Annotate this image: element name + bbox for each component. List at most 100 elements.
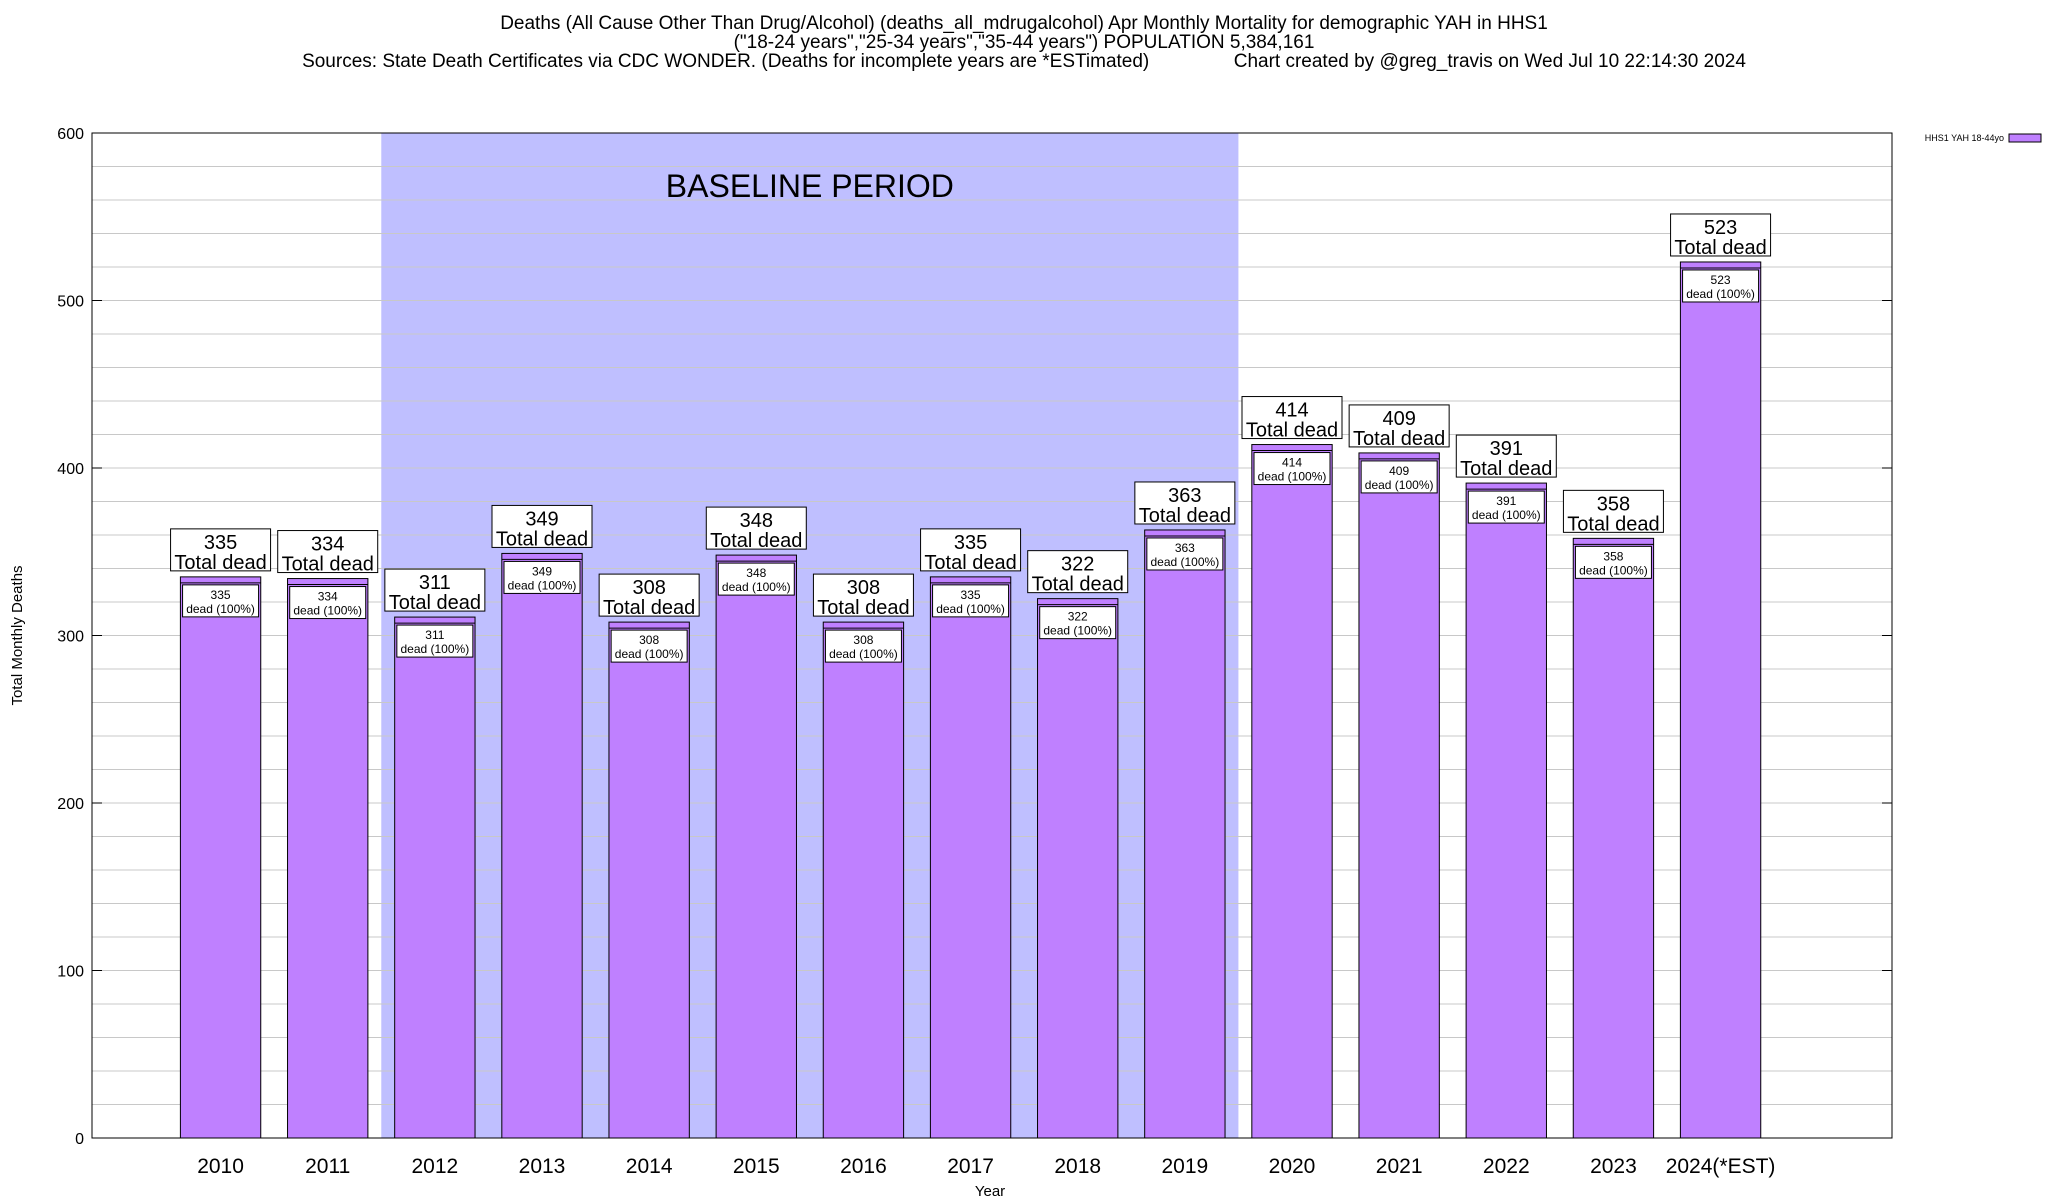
bar-top-total-label: Total dead — [924, 552, 1016, 574]
y-axis-label: Total Monthly Deaths — [9, 565, 26, 705]
bar-top-label-box — [1027, 550, 1129, 594]
bar-top-value-label: 409 — [1382, 408, 1415, 430]
bar-top-value-label: 363 — [1168, 485, 1201, 507]
bar — [501, 552, 583, 1139]
bar-top-label-box — [277, 530, 379, 574]
bar-inner-value-label: 523 — [1711, 273, 1731, 287]
bar-inner-label-box — [1039, 606, 1117, 640]
bar-top-total-label: Total dead — [1674, 237, 1766, 259]
bar-inner-label-box — [932, 584, 1010, 618]
y-tick-label: 200 — [57, 796, 84, 813]
bar-top-value-label: 348 — [740, 510, 773, 532]
bar-inner-value-label: 409 — [1389, 464, 1409, 478]
bar-top-total-label: Total dead — [817, 597, 909, 619]
legend-swatch — [2008, 133, 2042, 143]
bar — [822, 621, 905, 1139]
bar-inner-percent-label: dead (100%) — [186, 602, 255, 616]
bar-top-total-label: Total dead — [1139, 505, 1231, 527]
bar-inner-label-box — [717, 562, 795, 596]
bar-inner-value-label: 335 — [961, 588, 981, 602]
bar-inner-percent-label: dead (100%) — [936, 602, 1005, 616]
bar-top-label-box — [1455, 434, 1557, 478]
bar-top-total-label: Total dead — [389, 592, 481, 614]
bar-top-total-label: Total dead — [1246, 420, 1338, 442]
x-tick-label: 2017 — [947, 1155, 994, 1178]
bar-inner-percent-label: dead (100%) — [1150, 555, 1219, 569]
x-tick-label: 2016 — [840, 1155, 887, 1178]
bar-inner-value-label: 308 — [853, 633, 873, 647]
bar-top-total-label: Total dead — [1567, 513, 1659, 535]
bar — [1679, 261, 1762, 1139]
bar — [1358, 452, 1440, 1139]
bar — [1037, 598, 1119, 1139]
bar-inner-percent-label: dead (100%) — [1472, 508, 1541, 522]
bar-inner-percent-label: dead (100%) — [829, 647, 898, 661]
chart-subtitle: ("18-24 years","25-34 years","35-44 year… — [733, 32, 1315, 53]
bar-top-label-box — [1670, 213, 1772, 257]
bar-inner-percent-label: dead (100%) — [400, 642, 469, 656]
x-tick-label: 2013 — [519, 1155, 566, 1178]
bar — [1251, 444, 1333, 1139]
bar-inner-label-box — [1253, 452, 1331, 486]
bar-top-label-box — [491, 504, 593, 548]
bar-inner-percent-label: dead (100%) — [508, 578, 577, 592]
bar — [715, 554, 797, 1139]
y-tick-label: 500 — [57, 294, 84, 311]
bar-top-value-label: 334 — [311, 534, 344, 556]
bar-inner-percent-label: dead (100%) — [1258, 470, 1327, 484]
chart-title: Deaths (All Cause Other Than Drug/Alcoho… — [500, 13, 1548, 34]
x-axis: 2010 2011 2012 2013 2014 2015 2016 2017 2018 2019… — [197, 1155, 1775, 1178]
bar-inner-value-label: 348 — [746, 566, 766, 580]
bar-top-value-label: 523 — [1704, 217, 1737, 239]
y-tick-label: 400 — [57, 461, 84, 478]
bar-top-total-label: Total dead — [174, 552, 266, 574]
bar-inner-label-box — [610, 629, 688, 663]
bar-top-label-box — [1348, 404, 1450, 448]
bar — [1144, 529, 1226, 1139]
bar — [179, 576, 262, 1139]
bar-top-label-box — [1241, 396, 1343, 440]
bar — [929, 576, 1012, 1139]
bar-top-total-label: Total dead — [282, 554, 374, 576]
bar-inner-percent-label: dead (100%) — [1579, 563, 1648, 577]
bar-inner-value-label: 349 — [532, 564, 552, 578]
bar-top-value-label: 322 — [1061, 554, 1094, 576]
bar-inner-percent-label: dead (100%) — [722, 580, 791, 594]
bar-top-value-label: 358 — [1597, 493, 1630, 515]
bar — [394, 616, 476, 1139]
bar — [608, 621, 690, 1139]
bar-inner-value-label: 311 — [425, 628, 444, 642]
bar-inner-value-label: 335 — [211, 588, 231, 602]
bar-inner-percent-label: dead (100%) — [293, 604, 362, 618]
legend-entry-label: HHS1 YAH 18-44yo — [1925, 133, 2004, 143]
y-tick-label: 600 — [57, 126, 84, 143]
bar-top-label-box — [1134, 481, 1236, 525]
bar-top-value-label: 349 — [525, 508, 558, 530]
bar-top-total-label: Total dead — [1353, 428, 1445, 450]
bar-top-value-label: 335 — [204, 532, 237, 554]
bar-top-label-box — [170, 528, 272, 572]
x-tick-label: 2020 — [1269, 1155, 1316, 1178]
bar-inner-label-box — [1682, 269, 1760, 303]
y-tick-label: 300 — [57, 629, 84, 646]
baseline-period-label: BASELINE PERIOD — [666, 168, 954, 204]
y-tick-label: 100 — [57, 964, 84, 981]
bar-inner-label-box — [503, 560, 581, 594]
bar-inner-label-box — [1574, 545, 1652, 579]
bar-top-value-label: 311 — [419, 572, 451, 594]
bar-inner-value-label: 308 — [639, 633, 659, 647]
bar-inner-percent-label: dead (100%) — [1043, 624, 1112, 638]
bar-inner-label-box — [1360, 460, 1438, 494]
